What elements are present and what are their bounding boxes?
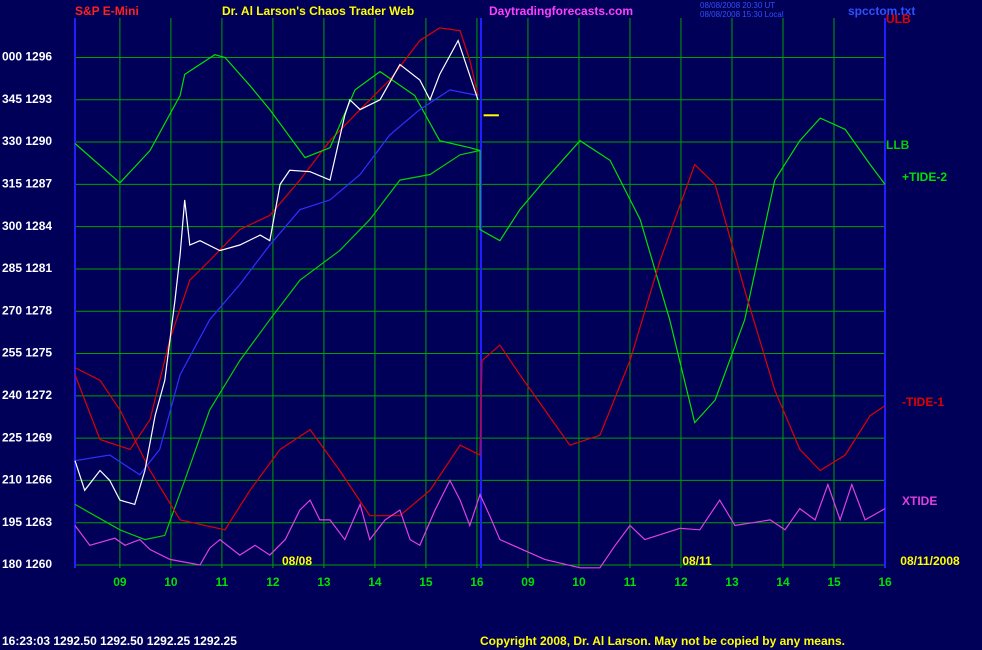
y-tick-label: 180 1260 [2, 557, 52, 571]
y-tick-label: 330 1290 [2, 134, 52, 148]
x-tick-label: 14 [368, 575, 382, 589]
y-tick-label: 225 1269 [2, 430, 52, 444]
symbol: S&P E-Mini [75, 4, 139, 18]
y-tick-label: 315 1287 [2, 177, 52, 191]
series-line [74, 89, 479, 476]
y-tick-label: 300 1284 [2, 219, 52, 233]
x-tick-label: 12 [674, 575, 688, 589]
file-name: spcctom.txt [848, 4, 915, 18]
timestamp: 08/08/2008 15:30 Local [700, 10, 784, 19]
x-tick-label: 12 [266, 575, 280, 589]
copyright: Copyright 2008, Dr. Al Larson. May not b… [480, 634, 845, 648]
y-tick-label: 345 1293 [2, 92, 52, 106]
series-line [74, 479, 886, 569]
series-label: -TIDE-1 [902, 395, 944, 409]
x-tick-label: 14 [776, 575, 790, 589]
series-line [74, 149, 481, 541]
series-line [74, 39, 479, 506]
x-tick-label: 10 [572, 575, 586, 589]
x-tick-label: 09 [113, 575, 127, 589]
y-tick-label: 195 1263 [2, 515, 52, 529]
site: Daytradingforecasts.com [489, 4, 633, 18]
x-tick-label: 10 [164, 575, 178, 589]
date-label: 08/11/2008 [900, 554, 960, 568]
series-label: XTIDE [902, 494, 937, 508]
x-tick-label: 13 [725, 575, 739, 589]
date-label: 08/08 [282, 554, 312, 568]
series-line [74, 54, 886, 424]
x-tick-label: 11 [624, 575, 637, 589]
y-tick-label: 210 1266 [2, 473, 52, 487]
date-label: 08/11 [682, 554, 712, 568]
timestamp: 08/08/2008 20:30 UT [700, 1, 775, 10]
x-tick-label: 15 [827, 575, 841, 589]
series-line [74, 27, 479, 451]
x-tick-label: 09 [521, 575, 535, 589]
y-tick-label: 285 1281 [2, 261, 52, 275]
y-tick-label: 255 1275 [2, 346, 52, 360]
series-label: LLB [886, 138, 910, 152]
x-tick-label: 11 [216, 575, 229, 589]
y-tick-label: 000 1296 [2, 50, 52, 64]
y-tick-label: 270 1278 [2, 303, 52, 317]
x-tick-label: 15 [419, 575, 433, 589]
y-tick-label: 240 1272 [2, 388, 52, 402]
series-line [74, 163, 886, 531]
chart-title: Dr. Al Larson's Chaos Trader Web [222, 4, 414, 18]
series-label: ULB [886, 12, 911, 26]
series-label: +TIDE-2 [902, 170, 947, 184]
status: 16:23:03 1292.50 1292.50 1292.25 1292.25 [2, 634, 237, 648]
x-tick-label: 13 [317, 575, 331, 589]
x-tick-label: 16 [878, 575, 892, 589]
x-tick-label: 16 [470, 575, 484, 589]
